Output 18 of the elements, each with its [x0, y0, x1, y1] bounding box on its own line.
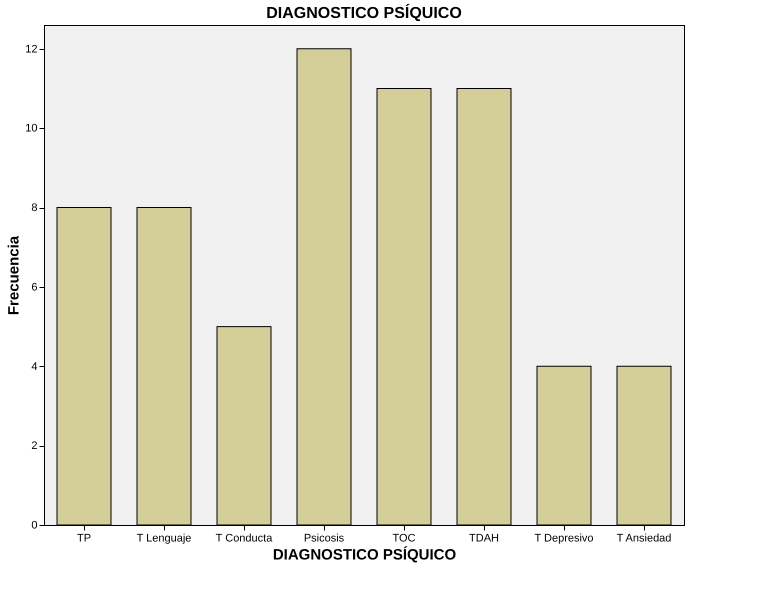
x-tick-label: T Ansiedad: [616, 532, 672, 544]
y-tick-label: 12: [25, 43, 38, 56]
y-tick-label: 2: [31, 440, 38, 452]
x-axis-title: DIAGNOSTICO PSÍQUICO: [272, 546, 456, 564]
y-tick-label: 6: [31, 281, 38, 294]
x-tick-label: TOC: [392, 532, 416, 544]
x-tick-label: TP: [76, 532, 92, 544]
y-axis-title: Frecuencia: [5, 235, 22, 316]
x-tick-label: TDAH: [469, 532, 500, 544]
y-tick-label: 8: [31, 202, 38, 214]
y-tick-label: 4: [31, 360, 38, 373]
x-tick-label: Psicosis: [304, 532, 345, 544]
x-tick-label: T Depresivo: [534, 532, 594, 544]
y-tick-label: 10: [25, 122, 38, 135]
x-tick-label: T Conducta: [216, 532, 274, 544]
chart-title: DIAGNOSTICO PSÍQUICO: [266, 3, 462, 22]
y-tick-label: 0: [31, 520, 38, 532]
x-tick-label: T Lenguaje: [136, 532, 192, 544]
